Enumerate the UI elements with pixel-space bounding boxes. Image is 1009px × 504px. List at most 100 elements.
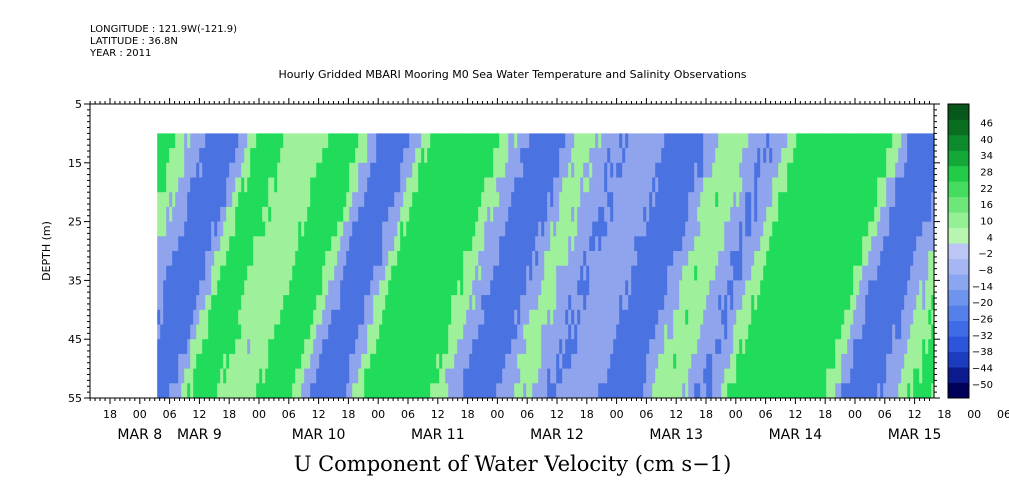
heatmap-cell xyxy=(598,177,602,193)
heatmap-cell xyxy=(736,192,740,208)
heatmap-cell xyxy=(448,236,452,252)
heatmap-cell xyxy=(757,206,761,222)
heatmap-cell xyxy=(841,324,845,340)
heatmap-cell xyxy=(670,206,674,222)
heatmap-cell xyxy=(265,265,269,281)
heatmap-cell xyxy=(310,177,314,193)
heatmap-cell xyxy=(598,339,602,355)
heatmap-cell xyxy=(904,383,908,399)
heatmap-cell xyxy=(721,295,725,311)
heatmap-cell xyxy=(559,383,563,399)
heatmap-cell xyxy=(418,368,422,384)
heatmap-cell xyxy=(343,221,347,237)
heatmap-cell xyxy=(436,192,440,208)
heatmap-cell xyxy=(310,324,314,340)
heatmap-cell xyxy=(562,265,566,281)
heatmap-cell xyxy=(334,265,338,281)
heatmap-cell xyxy=(268,162,272,178)
heatmap-cell xyxy=(814,295,818,311)
heatmap-cell xyxy=(856,353,860,369)
heatmap-cell xyxy=(271,221,275,237)
heatmap-cell xyxy=(790,324,794,340)
heatmap-cell xyxy=(580,221,584,237)
heatmap-cell xyxy=(574,324,578,340)
heatmap-cell xyxy=(631,295,635,311)
heatmap-cell xyxy=(817,148,821,164)
heatmap-cell xyxy=(790,251,794,267)
heatmap-cell xyxy=(604,353,608,369)
heatmap-cell xyxy=(841,280,845,296)
heatmap-cell xyxy=(739,192,743,208)
heatmap-cell xyxy=(466,383,470,399)
heatmap-cell xyxy=(559,148,563,164)
heatmap-cell xyxy=(274,353,278,369)
heatmap-cell xyxy=(586,280,590,296)
heatmap-cell xyxy=(334,280,338,296)
heatmap-cell xyxy=(550,221,554,237)
heatmap-cell xyxy=(181,368,185,384)
heatmap-cell xyxy=(808,251,812,267)
heatmap-cell xyxy=(406,236,410,252)
heatmap-cell xyxy=(745,133,749,149)
heatmap-cell xyxy=(415,251,419,267)
heatmap-cell xyxy=(349,339,353,355)
heatmap-cell xyxy=(304,236,308,252)
heatmap-cell xyxy=(622,133,626,149)
heatmap-cell xyxy=(190,309,194,325)
heatmap-cell xyxy=(364,295,368,311)
heatmap-cell xyxy=(742,177,746,193)
heatmap-cell xyxy=(523,295,527,311)
heatmap-cell xyxy=(310,368,314,384)
heatmap-cell xyxy=(784,206,788,222)
heatmap-cell xyxy=(463,383,467,399)
heatmap-cell xyxy=(697,133,701,149)
heatmap-cell xyxy=(190,236,194,252)
heatmap-cell xyxy=(880,206,884,222)
heatmap-cell xyxy=(298,206,302,222)
heatmap-cell xyxy=(196,236,200,252)
heatmap-cell xyxy=(904,280,908,296)
heatmap-cell xyxy=(544,162,548,178)
heatmap-cell xyxy=(214,295,218,311)
heatmap-cell xyxy=(316,368,320,384)
heatmap-cell xyxy=(469,368,473,384)
heatmap-cell xyxy=(460,148,464,164)
heatmap-cell xyxy=(808,192,812,208)
heatmap-cell xyxy=(565,309,569,325)
heatmap-cell xyxy=(871,265,875,281)
heatmap-cell xyxy=(256,368,260,384)
heatmap-cell xyxy=(505,339,509,355)
heatmap-cell xyxy=(439,309,443,325)
heatmap-cell xyxy=(232,265,236,281)
heatmap-cell xyxy=(808,280,812,296)
heatmap-cell xyxy=(928,177,932,193)
heatmap-cell xyxy=(826,177,830,193)
heatmap-cell xyxy=(271,206,275,222)
heatmap-cell xyxy=(532,324,536,340)
heatmap-cell xyxy=(475,133,479,149)
heatmap-cell xyxy=(853,192,857,208)
heatmap-cell xyxy=(205,295,209,311)
heatmap-cell xyxy=(748,236,752,252)
heatmap-cell xyxy=(844,206,848,222)
heatmap-cell xyxy=(592,295,596,311)
heatmap-cell xyxy=(610,368,614,384)
heatmap-cell xyxy=(715,206,719,222)
heatmap-cell xyxy=(307,309,311,325)
heatmap-cell xyxy=(751,309,755,325)
heatmap-cell xyxy=(892,309,896,325)
heatmap-cell xyxy=(856,339,860,355)
heatmap-cell xyxy=(511,192,515,208)
heatmap-cell xyxy=(454,177,458,193)
heatmap-cell xyxy=(886,324,890,340)
heatmap-cell xyxy=(388,236,392,252)
heatmap-cell xyxy=(808,353,812,369)
heatmap-cell xyxy=(487,324,491,340)
heatmap-cell xyxy=(931,280,935,296)
heatmap-cell xyxy=(541,353,545,369)
heatmap-cell xyxy=(865,221,869,237)
heatmap-cell xyxy=(499,206,503,222)
heatmap-cell xyxy=(664,280,668,296)
heatmap-cell xyxy=(655,295,659,311)
heatmap-cell xyxy=(169,309,173,325)
